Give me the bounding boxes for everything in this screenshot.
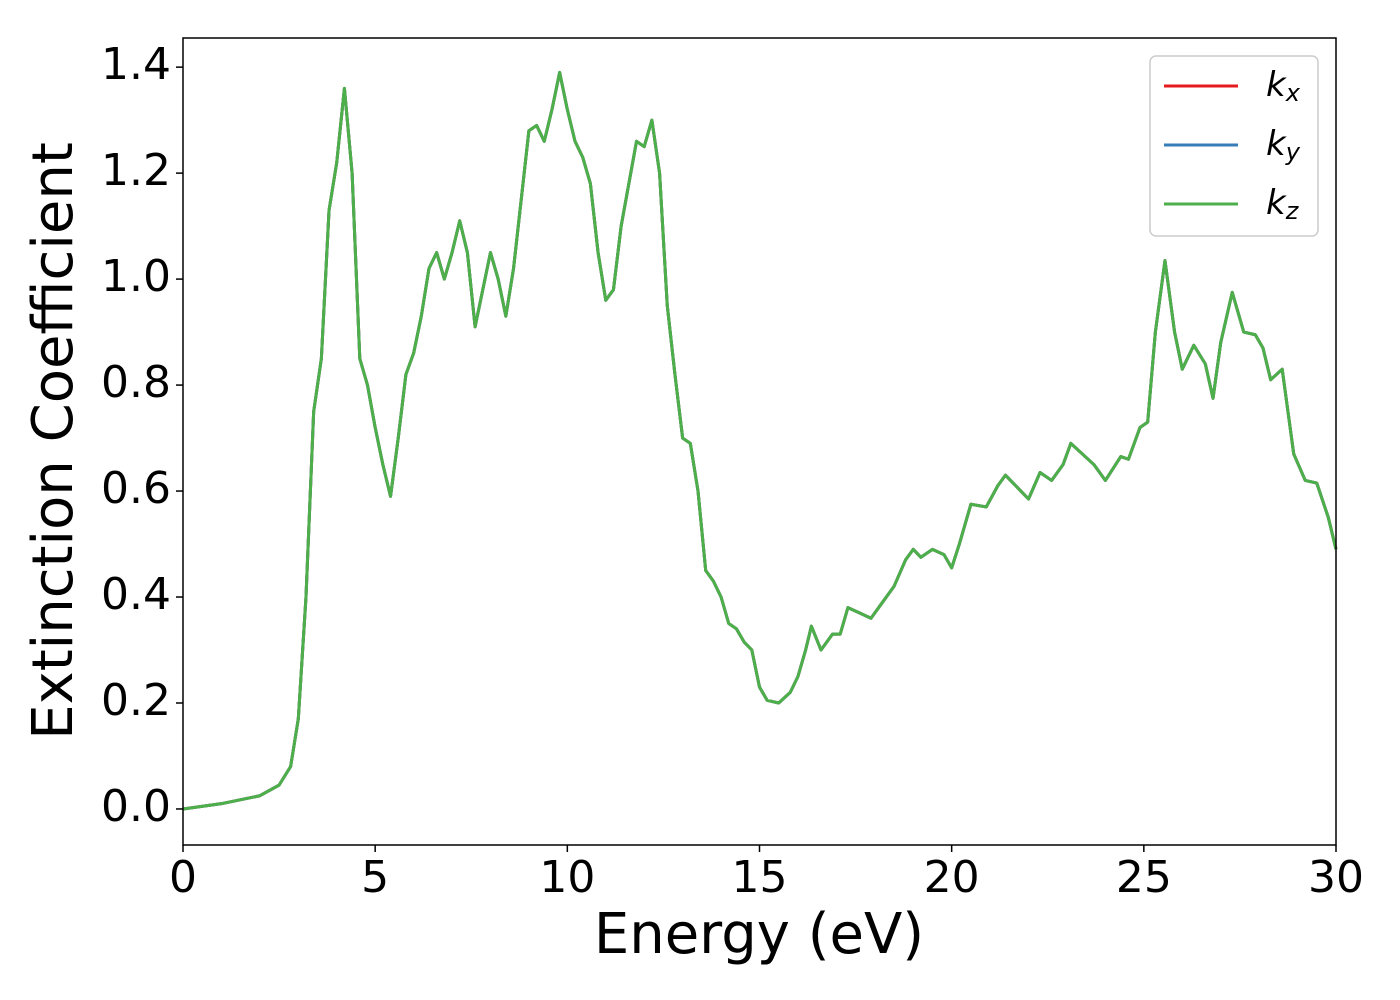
y-tick-label: 1.0	[101, 251, 171, 302]
x-tick-label: 30	[1308, 852, 1364, 903]
y-tick-label: 0.2	[101, 675, 171, 726]
legend-label: ky	[1266, 124, 1301, 167]
y-tick-label: 0.6	[101, 463, 171, 514]
y-tick-label: 0.8	[101, 357, 171, 408]
y-tick-label: 1.4	[101, 39, 171, 90]
plot-frame	[182, 37, 1337, 846]
x-axis-label: Energy (eV)	[594, 902, 924, 967]
legend-label: kx	[1266, 65, 1301, 108]
x-tick-label: 20	[924, 852, 980, 903]
x-tick-label: 10	[539, 852, 595, 903]
x-tick-label: 15	[732, 852, 788, 903]
series-line	[182, 70, 1338, 811]
y-tick-label: 0.0	[101, 781, 171, 832]
x-tick-label: 0	[169, 852, 197, 903]
y-axis-label: Extinction Coefficient	[21, 142, 86, 740]
x-tick-label: 25	[1116, 852, 1172, 903]
legend-label: kz	[1266, 183, 1300, 226]
y-tick-label: 0.4	[101, 569, 171, 620]
y-tick-label: 1.2	[101, 145, 171, 196]
x-tick-label: 5	[361, 852, 389, 903]
